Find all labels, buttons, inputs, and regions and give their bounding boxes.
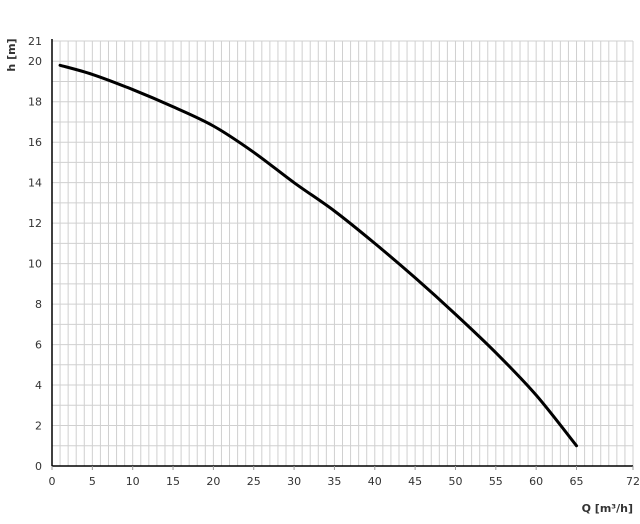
x-axis-label: Q [m³/h] bbox=[582, 502, 633, 515]
y-tick-label: 10 bbox=[28, 258, 42, 271]
tick-labels: 0 5 10 15 20 25 30 35 40 45 50 55 60 65 72 0 2 4 6 8 10 12 14 1… bbox=[28, 35, 640, 488]
y-tick-label: 18 bbox=[28, 96, 42, 109]
x-tick-label: 50 bbox=[448, 475, 462, 488]
x-tick-label: 25 bbox=[247, 475, 261, 488]
x-tick-label: 20 bbox=[206, 475, 220, 488]
x-tick-label: 45 bbox=[408, 475, 422, 488]
y-tick-label: 12 bbox=[28, 217, 42, 230]
series-line bbox=[58, 63, 579, 448]
y-tick-label: 14 bbox=[28, 177, 42, 190]
x-tick-label: 0 bbox=[49, 475, 56, 488]
y-tick-label: 21 bbox=[28, 35, 42, 48]
x-tick-label: 30 bbox=[287, 475, 301, 488]
axes bbox=[51, 39, 634, 470]
x-tick-label: 40 bbox=[368, 475, 382, 488]
y-tick-label: 2 bbox=[35, 420, 42, 433]
x-tick-label: 10 bbox=[126, 475, 140, 488]
y-axis-label: h [m] bbox=[5, 38, 18, 71]
y-tick-label: 4 bbox=[35, 379, 42, 392]
y-tick-label: 20 bbox=[28, 55, 42, 68]
x-tick-label: 60 bbox=[529, 475, 543, 488]
x-tick-label: 72 bbox=[626, 475, 640, 488]
y-tick-label: 16 bbox=[28, 136, 42, 149]
x-tick-label: 15 bbox=[166, 475, 180, 488]
y-tick-label: 0 bbox=[35, 460, 42, 473]
x-tick-label: 5 bbox=[89, 475, 96, 488]
grid bbox=[52, 40, 634, 466]
y-tick-label: 8 bbox=[35, 298, 42, 311]
x-tick-label: 65 bbox=[570, 475, 584, 488]
x-tick-label: 35 bbox=[327, 475, 341, 488]
x-tick-label: 55 bbox=[489, 475, 503, 488]
y-tick-label: 6 bbox=[35, 339, 42, 352]
